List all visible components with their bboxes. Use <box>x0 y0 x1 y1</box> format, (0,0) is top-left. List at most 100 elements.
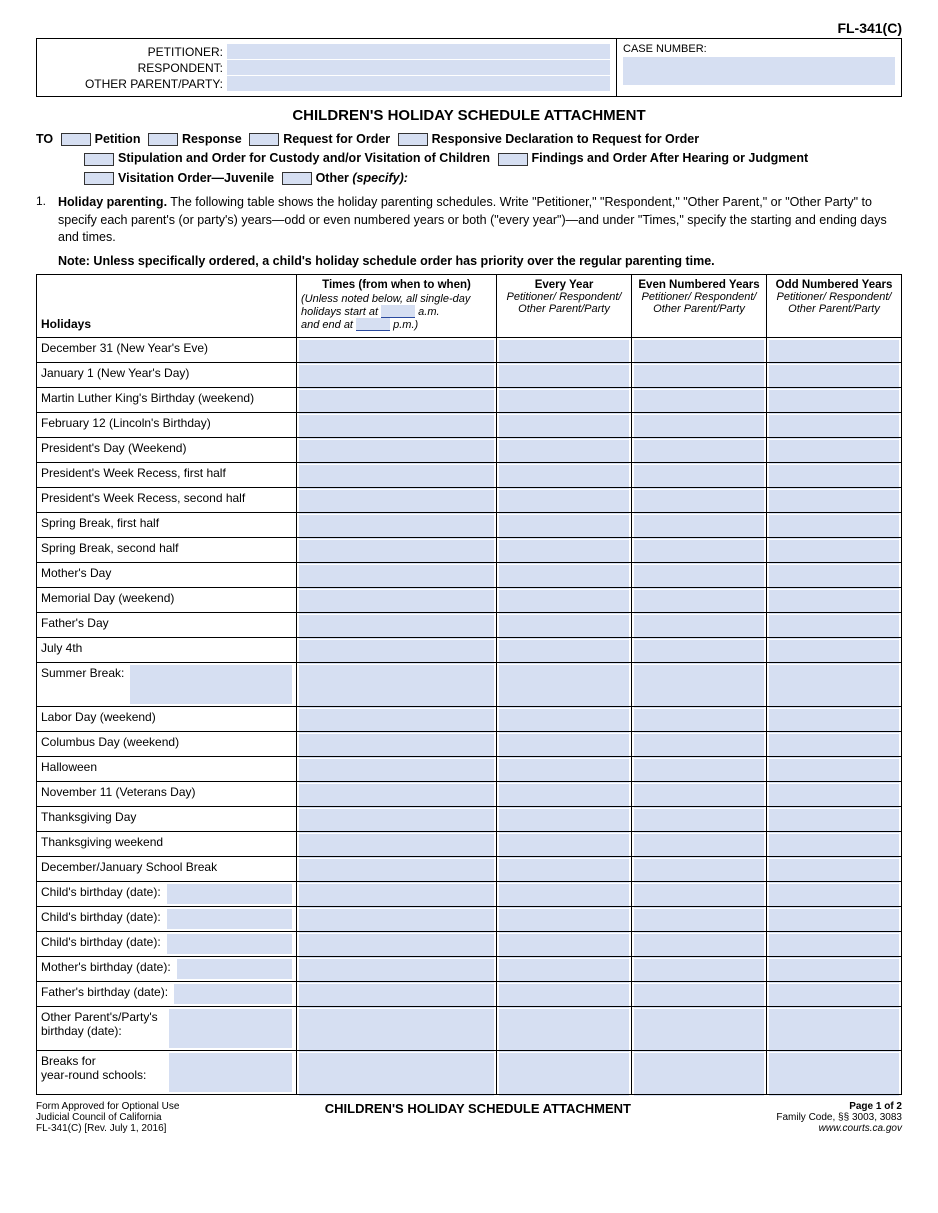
holiday-cell-field[interactable] <box>634 1009 764 1052</box>
holiday-cell-field[interactable] <box>299 984 494 1008</box>
holiday-cell-field[interactable] <box>299 834 494 858</box>
holiday-cell-field[interactable] <box>499 759 629 783</box>
holiday-cell-field[interactable] <box>769 884 899 908</box>
holiday-cell-field[interactable] <box>634 884 764 908</box>
holiday-cell-field[interactable] <box>769 784 899 808</box>
holiday-label-field[interactable] <box>167 934 292 954</box>
holiday-cell-field[interactable] <box>499 615 629 639</box>
holiday-cell-field[interactable] <box>299 365 494 389</box>
holiday-label-field[interactable] <box>177 959 292 979</box>
holiday-cell-field[interactable] <box>299 759 494 783</box>
holiday-cell-field[interactable] <box>299 565 494 589</box>
holiday-cell-field[interactable] <box>634 1053 764 1096</box>
holiday-cell-field[interactable] <box>769 440 899 464</box>
holiday-cell-field[interactable] <box>769 465 899 489</box>
holiday-cell-field[interactable] <box>299 440 494 464</box>
holiday-cell-field[interactable] <box>499 984 629 1008</box>
checkbox-responsive[interactable] <box>398 133 428 146</box>
holiday-cell-field[interactable] <box>499 465 629 489</box>
holiday-cell-field[interactable] <box>299 415 494 439</box>
holiday-cell-field[interactable] <box>769 834 899 858</box>
holiday-cell-field[interactable] <box>634 565 764 589</box>
holiday-cell-field[interactable] <box>634 440 764 464</box>
holiday-cell-field[interactable] <box>499 440 629 464</box>
holiday-cell-field[interactable] <box>299 540 494 564</box>
holiday-cell-field[interactable] <box>499 884 629 908</box>
holiday-cell-field[interactable] <box>299 390 494 414</box>
holiday-cell-field[interactable] <box>499 909 629 933</box>
holiday-cell-field[interactable] <box>634 540 764 564</box>
holiday-cell-field[interactable] <box>769 665 899 708</box>
holiday-cell-field[interactable] <box>299 909 494 933</box>
holiday-cell-field[interactable] <box>499 590 629 614</box>
holiday-cell-field[interactable] <box>634 784 764 808</box>
holiday-cell-field[interactable] <box>769 515 899 539</box>
holiday-cell-field[interactable] <box>299 709 494 733</box>
holiday-cell-field[interactable] <box>769 934 899 958</box>
checkbox-other[interactable] <box>282 172 312 185</box>
holiday-cell-field[interactable] <box>299 515 494 539</box>
holiday-cell-field[interactable] <box>499 784 629 808</box>
holiday-cell-field[interactable] <box>769 340 899 364</box>
checkbox-stipulation[interactable] <box>84 153 114 166</box>
holiday-cell-field[interactable] <box>769 390 899 414</box>
holiday-cell-field[interactable] <box>499 515 629 539</box>
holiday-label-field[interactable] <box>130 665 292 704</box>
holiday-cell-field[interactable] <box>499 934 629 958</box>
holiday-cell-field[interactable] <box>299 490 494 514</box>
holiday-cell-field[interactable] <box>299 784 494 808</box>
other-party-field[interactable] <box>227 76 610 91</box>
holiday-cell-field[interactable] <box>499 415 629 439</box>
holiday-cell-field[interactable] <box>634 390 764 414</box>
holiday-cell-field[interactable] <box>634 834 764 858</box>
holiday-cell-field[interactable] <box>499 540 629 564</box>
holiday-cell-field[interactable] <box>769 540 899 564</box>
holiday-cell-field[interactable] <box>769 415 899 439</box>
holiday-cell-field[interactable] <box>499 640 629 664</box>
holiday-cell-field[interactable] <box>769 1009 899 1052</box>
holiday-cell-field[interactable] <box>299 884 494 908</box>
holiday-label-field[interactable] <box>169 1009 292 1048</box>
holiday-cell-field[interactable] <box>769 1053 899 1096</box>
holiday-cell-field[interactable] <box>499 834 629 858</box>
holiday-cell-field[interactable] <box>499 859 629 883</box>
holiday-cell-field[interactable] <box>299 1053 494 1096</box>
holiday-cell-field[interactable] <box>299 734 494 758</box>
holiday-cell-field[interactable] <box>769 590 899 614</box>
holiday-cell-field[interactable] <box>499 365 629 389</box>
holiday-cell-field[interactable] <box>634 709 764 733</box>
holiday-label-field[interactable] <box>167 909 292 929</box>
holiday-cell-field[interactable] <box>634 615 764 639</box>
holiday-label-field[interactable] <box>169 1053 292 1092</box>
holiday-label-field[interactable] <box>174 984 292 1004</box>
holiday-cell-field[interactable] <box>769 984 899 1008</box>
holiday-cell-field[interactable] <box>769 809 899 833</box>
holiday-cell-field[interactable] <box>299 615 494 639</box>
holiday-cell-field[interactable] <box>769 959 899 983</box>
holiday-cell-field[interactable] <box>499 340 629 364</box>
holiday-cell-field[interactable] <box>634 959 764 983</box>
checkbox-petition[interactable] <box>61 133 91 146</box>
holiday-cell-field[interactable] <box>769 734 899 758</box>
checkbox-response[interactable] <box>148 133 178 146</box>
holiday-cell-field[interactable] <box>299 465 494 489</box>
holiday-cell-field[interactable] <box>299 340 494 364</box>
pm-blank[interactable] <box>356 318 390 331</box>
holiday-cell-field[interactable] <box>299 590 494 614</box>
holiday-cell-field[interactable] <box>299 809 494 833</box>
holiday-cell-field[interactable] <box>634 640 764 664</box>
holiday-cell-field[interactable] <box>634 365 764 389</box>
holiday-cell-field[interactable] <box>499 809 629 833</box>
holiday-cell-field[interactable] <box>634 465 764 489</box>
holiday-cell-field[interactable] <box>499 734 629 758</box>
holiday-cell-field[interactable] <box>499 665 629 708</box>
holiday-cell-field[interactable] <box>634 415 764 439</box>
holiday-cell-field[interactable] <box>499 959 629 983</box>
holiday-cell-field[interactable] <box>634 809 764 833</box>
holiday-cell-field[interactable] <box>634 984 764 1008</box>
holiday-cell-field[interactable] <box>634 909 764 933</box>
holiday-cell-field[interactable] <box>499 1009 629 1052</box>
holiday-cell-field[interactable] <box>499 565 629 589</box>
holiday-cell-field[interactable] <box>769 365 899 389</box>
respondent-field[interactable] <box>227 60 610 75</box>
